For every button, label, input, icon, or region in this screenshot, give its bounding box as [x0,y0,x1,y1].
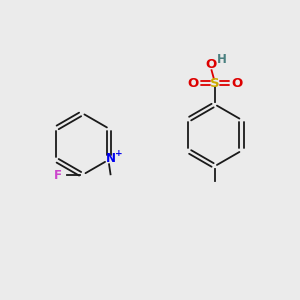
Text: S: S [210,77,220,90]
Text: O: O [206,58,217,71]
Text: H: H [217,53,226,66]
Text: O: O [231,77,242,90]
Text: F: F [54,169,62,182]
Text: +: + [115,148,122,158]
Text: O: O [187,77,198,90]
Text: N: N [106,152,116,165]
